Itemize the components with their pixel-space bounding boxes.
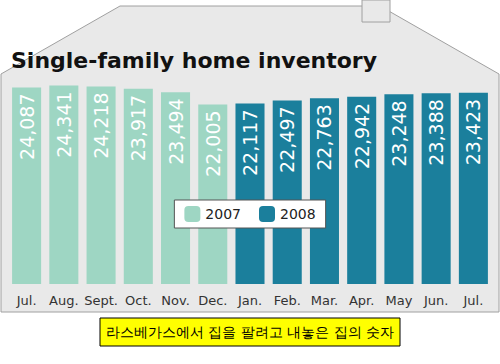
svg-text:Apr.: Apr. (349, 293, 374, 308)
svg-text:May: May (385, 293, 412, 308)
svg-text:23,917: 23,917 (127, 95, 149, 161)
svg-text:Aug.: Aug. (49, 293, 79, 308)
svg-text:Sept.: Sept. (84, 293, 118, 308)
svg-text:23,388: 23,388 (425, 99, 447, 165)
svg-text:2007: 2007 (205, 206, 241, 222)
svg-text:Mar.: Mar. (311, 293, 338, 308)
svg-text:22,117: 22,117 (239, 110, 261, 176)
svg-text:22,942: 22,942 (351, 103, 373, 169)
svg-text:Oct.: Oct. (125, 293, 152, 308)
svg-text:Single-family home inventory: Single-family home inventory (11, 48, 377, 73)
svg-text:라스베가스에서 집을 팔려고 내놓은 집의 숫자: 라스베가스에서 집을 팔려고 내놓은 집의 숫자 (106, 324, 394, 340)
svg-text:Nov.: Nov. (161, 293, 190, 308)
svg-text:22,005: 22,005 (202, 110, 224, 176)
svg-text:Jul.: Jul. (462, 293, 483, 308)
svg-text:24,087: 24,087 (16, 93, 38, 159)
svg-text:Feb.: Feb. (274, 293, 301, 308)
svg-text:22,497: 22,497 (276, 106, 298, 172)
svg-text:Jul.: Jul. (16, 293, 37, 308)
svg-text:23,423: 23,423 (462, 99, 484, 165)
svg-text:24,218: 24,218 (90, 92, 112, 158)
svg-text:23,248: 23,248 (388, 100, 410, 166)
svg-text:22,763: 22,763 (313, 104, 335, 170)
svg-text:Jan.: Jan. (237, 293, 262, 308)
svg-text:Jun.: Jun. (423, 293, 448, 308)
svg-text:Dec.: Dec. (198, 293, 227, 308)
svg-text:23,494: 23,494 (165, 98, 187, 164)
svg-text:2008: 2008 (280, 206, 316, 222)
svg-text:24,341: 24,341 (53, 91, 75, 157)
